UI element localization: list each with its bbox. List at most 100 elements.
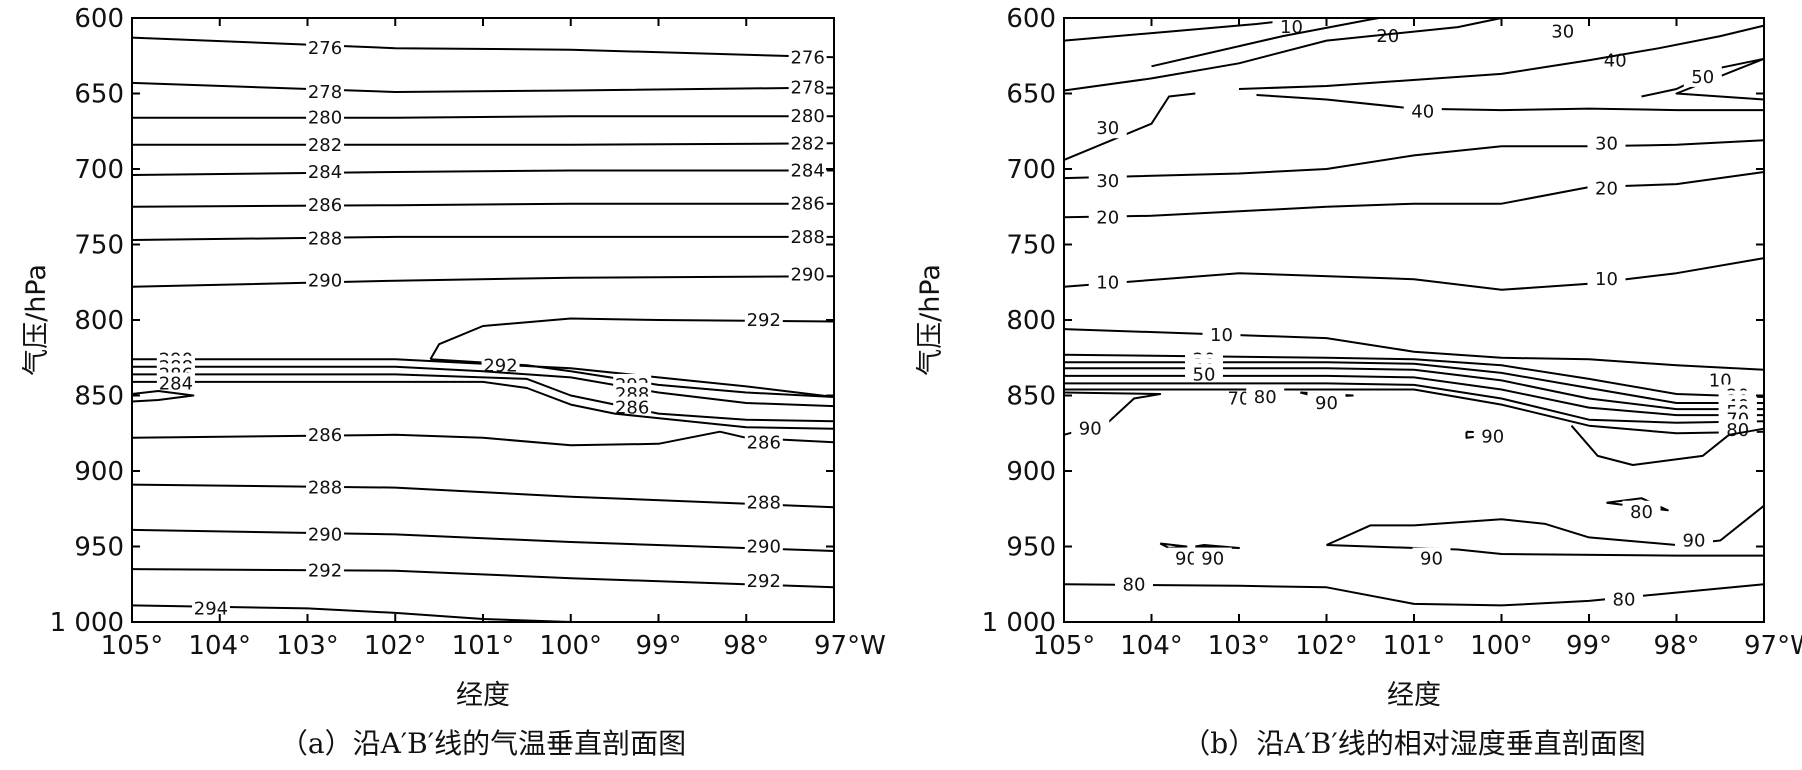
y-tick-label: 650 <box>74 80 124 110</box>
contour-label-background <box>481 354 520 376</box>
contour-label: 50 <box>1193 364 1216 385</box>
contour-label: 280 <box>790 106 824 127</box>
contour-line-30 <box>1063 92 1196 161</box>
contour-label-background <box>191 597 230 619</box>
contour-label: 288 <box>790 227 824 248</box>
contour-label: 80 <box>1630 502 1653 523</box>
contour-line-10 <box>1063 17 1310 42</box>
contour-label: 10 <box>1210 325 1233 346</box>
contour-label-background <box>306 227 345 249</box>
contour-label: 30 <box>1551 22 1574 43</box>
contour-line-20 <box>1063 171 1765 219</box>
y-tick-label: 850 <box>1006 382 1056 412</box>
y-tick-label: 850 <box>74 382 124 412</box>
x-tick-label: 102° <box>364 631 427 661</box>
y-tick-label: 700 <box>74 155 124 185</box>
contour-line-294 <box>131 604 571 623</box>
contour-label: 282 <box>308 135 342 156</box>
contour-label-background <box>1587 177 1626 199</box>
contour-line-284 <box>131 169 834 176</box>
contour-label-background <box>1473 425 1512 447</box>
contour-label-background <box>788 132 827 154</box>
contour-label-background <box>744 431 783 453</box>
panel-a-x-axis-title: 经度 <box>456 680 510 711</box>
contour-label: 90 <box>1201 549 1224 570</box>
contour-label: 278 <box>790 77 824 98</box>
contour-label: 290 <box>308 271 342 292</box>
contour-line-280 <box>132 115 834 119</box>
contour-label-background <box>1088 117 1127 139</box>
panel-a-y-axis-title: 气压/hPa <box>21 264 52 376</box>
contour-label-background <box>1088 206 1127 228</box>
contour-label: 286 <box>747 432 781 453</box>
contour-line-90 <box>1195 544 1240 549</box>
panel-b-y-ticks: 600 650 700 750 800 850 900 950 1 000 <box>982 4 1764 638</box>
contour-label: 292 <box>747 310 781 331</box>
contour-label: 90 <box>1481 426 1504 447</box>
x-tick-label: 105° <box>101 631 164 661</box>
contour-label-background <box>306 80 345 102</box>
y-tick-label: 900 <box>1006 457 1056 487</box>
contour-label-background <box>613 396 652 418</box>
x-tick-label: 100° <box>1470 631 1533 661</box>
panel-a-caption: （a）沿A′B′线的气温垂直剖面图 <box>280 727 686 760</box>
contour-label: 80 <box>1613 589 1636 610</box>
contour-line-286 <box>132 373 835 423</box>
contour-label: 10 <box>1595 269 1618 290</box>
contour-line-292 <box>429 317 835 360</box>
contour-label: 70 <box>1228 389 1251 410</box>
y-tick-label: 750 <box>74 231 124 261</box>
contour-line-284 <box>131 390 195 403</box>
contour-label-background <box>156 372 195 394</box>
y-tick-label: 650 <box>1006 80 1056 110</box>
contour-label-background <box>788 192 827 214</box>
contour-line-30 <box>1063 139 1765 180</box>
contour-label: 292 <box>308 561 342 582</box>
contour-label: 20 <box>1096 207 1119 228</box>
contour-label: 282 <box>790 133 824 154</box>
x-tick-label: 103° <box>276 631 339 661</box>
contour-label-background <box>306 37 345 59</box>
contour-label: 30 <box>1096 118 1119 139</box>
panel-b: 1020304040503030302020101010102020303040… <box>915 4 1802 760</box>
contour-label: 90 <box>1315 393 1338 414</box>
contour-label-background <box>1622 500 1661 522</box>
contour-line-30 <box>1063 17 1502 92</box>
y-tick-label: 800 <box>1006 306 1056 336</box>
contour-line-90 <box>1159 542 1188 549</box>
contour-label: 286 <box>308 195 342 216</box>
contour-label-background <box>1185 363 1223 385</box>
panel-b-contours: 1020304040503030302020101010102020303040… <box>1063 16 1765 610</box>
contour-label: 10 <box>1096 272 1119 293</box>
contour-label-background <box>1403 100 1442 122</box>
contour-line-290 <box>131 275 835 288</box>
x-tick-label: 97°W <box>1744 631 1802 661</box>
contour-label-background <box>788 225 827 247</box>
contour-label-background <box>1675 529 1713 551</box>
contour-label-background <box>1587 268 1626 290</box>
panel-a-contours: 276 276 278 278 280 280 282 282 284 284 286 286 288 2… <box>131 36 835 623</box>
y-tick-label: 1 000 <box>982 608 1056 638</box>
panel-b-x-axis-title: 经度 <box>1387 680 1441 711</box>
contour-label-background <box>1587 132 1626 154</box>
contour-line-80 <box>1570 425 1765 466</box>
x-tick-label: 98° <box>1653 631 1699 661</box>
contour-label-background <box>1605 588 1643 610</box>
contour-label: 90 <box>1420 549 1443 570</box>
contour-line-288 <box>131 235 834 241</box>
contour-label-background <box>788 159 827 181</box>
contour-label: 50 <box>1691 67 1714 88</box>
x-tick-label: 101° <box>452 631 515 661</box>
contour-label-background <box>1683 65 1722 87</box>
contour-label: 30 <box>1096 171 1119 192</box>
contour-label-background <box>1088 170 1127 192</box>
contour-line-20 <box>1151 17 1380 68</box>
contour-label: 20 <box>1595 179 1618 200</box>
contour-label-background <box>744 491 783 513</box>
contour-label-background <box>1202 324 1241 346</box>
contour-label: 286 <box>615 398 649 419</box>
contour-label: 288 <box>308 228 342 249</box>
y-tick-label: 900 <box>74 457 124 487</box>
contour-line-40 <box>1238 24 1765 90</box>
contour-label: 90 <box>1175 549 1198 570</box>
